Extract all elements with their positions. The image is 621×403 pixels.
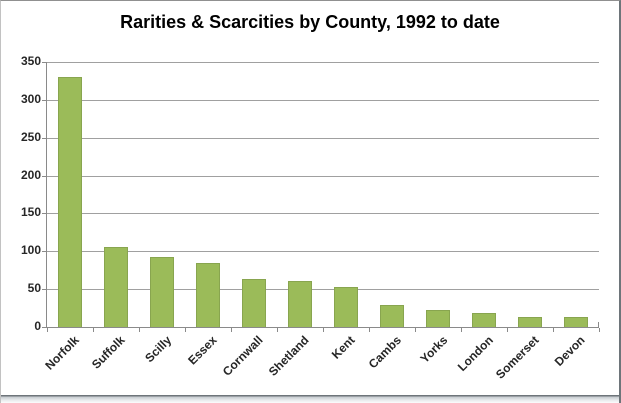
x-axis-label-scilly: Scilly xyxy=(141,333,174,366)
y-axis-tick-150 xyxy=(42,213,46,214)
x-axis-label-devon: Devon xyxy=(552,333,588,369)
gridline-350 xyxy=(47,62,599,63)
gridline-200 xyxy=(47,176,599,177)
x-axis-label-norfolk: Norfolk xyxy=(42,333,82,373)
x-axis-tick-10 xyxy=(507,328,508,332)
x-axis-label-essex: Essex xyxy=(185,333,220,368)
x-axis-end-tick xyxy=(598,322,599,327)
x-axis-tick-9 xyxy=(461,328,462,332)
bar-london xyxy=(472,313,496,327)
gridline-150 xyxy=(47,213,599,214)
bar-essex xyxy=(196,263,220,327)
bar-somerset xyxy=(518,317,542,327)
x-axis-tick-4 xyxy=(231,328,232,332)
x-axis-tick-8 xyxy=(415,328,416,332)
bar-yorks xyxy=(426,310,450,327)
chart-title: Rarities & Scarcities by County, 1992 to… xyxy=(120,12,500,32)
bar-cambs xyxy=(380,305,404,327)
plot-area: 0 50 100 150 200 250 300 350 Norfolk Suffolk Scill… xyxy=(21,54,600,382)
x-axis-tick-12 xyxy=(599,328,600,332)
x-axis-tick-2 xyxy=(139,328,140,332)
x-axis-label-cambs: Cambs xyxy=(365,333,404,372)
y-axis-label-100: 100 xyxy=(20,243,41,257)
x-axis-tick-6 xyxy=(323,328,324,332)
y-axis-label-250: 250 xyxy=(20,130,41,144)
y-axis-label-350: 350 xyxy=(20,54,41,68)
y-axis-label-150: 150 xyxy=(20,205,41,219)
x-axis-label-somerset: Somerset xyxy=(493,333,542,382)
x-axis-tick-3 xyxy=(185,328,186,332)
y-axis-label-200: 200 xyxy=(20,168,41,182)
bar-kent xyxy=(334,287,358,327)
bar-cornwall xyxy=(242,279,266,327)
y-axis-label-300: 300 xyxy=(20,92,41,106)
bar-scilly xyxy=(150,257,174,327)
y-axis-tick-100 xyxy=(42,251,46,252)
y-axis-tick-300 xyxy=(42,100,46,101)
y-axis-label-50: 50 xyxy=(27,281,41,295)
bar-suffolk xyxy=(104,247,128,327)
y-axis-tick-0 xyxy=(42,327,46,328)
x-axis-label-london: London xyxy=(454,333,496,375)
x-axis-label-yorks: Yorks xyxy=(417,333,450,366)
x-axis-label-suffolk: Suffolk xyxy=(89,333,128,372)
x-axis-tick-0 xyxy=(47,328,48,332)
y-axis-label-0: 0 xyxy=(34,319,41,333)
x-axis-label-shetland: Shetland xyxy=(266,333,312,379)
x-axis-tick-5 xyxy=(277,328,278,332)
bar-norfolk xyxy=(58,77,82,327)
x-axis-tick-11 xyxy=(553,328,554,332)
x-axis-tick-7 xyxy=(369,328,370,332)
bottom-shadow xyxy=(1,395,619,403)
y-axis-line xyxy=(46,62,47,328)
x-axis-line xyxy=(46,327,599,328)
y-axis-tick-350 xyxy=(42,62,46,63)
y-axis-tick-50 xyxy=(42,289,46,290)
gridline-100 xyxy=(47,251,599,252)
y-axis-tick-200 xyxy=(42,176,46,177)
x-axis-tick-1 xyxy=(93,328,94,332)
x-axis-label-cornwall: Cornwall xyxy=(220,333,266,379)
bar-shetland xyxy=(288,281,312,327)
gridline-250 xyxy=(47,138,599,139)
x-axis-label-kent: Kent xyxy=(329,333,358,362)
gridline-50 xyxy=(47,289,599,290)
gridline-300 xyxy=(47,100,599,101)
y-axis-tick-250 xyxy=(42,138,46,139)
bar-devon xyxy=(564,317,588,327)
